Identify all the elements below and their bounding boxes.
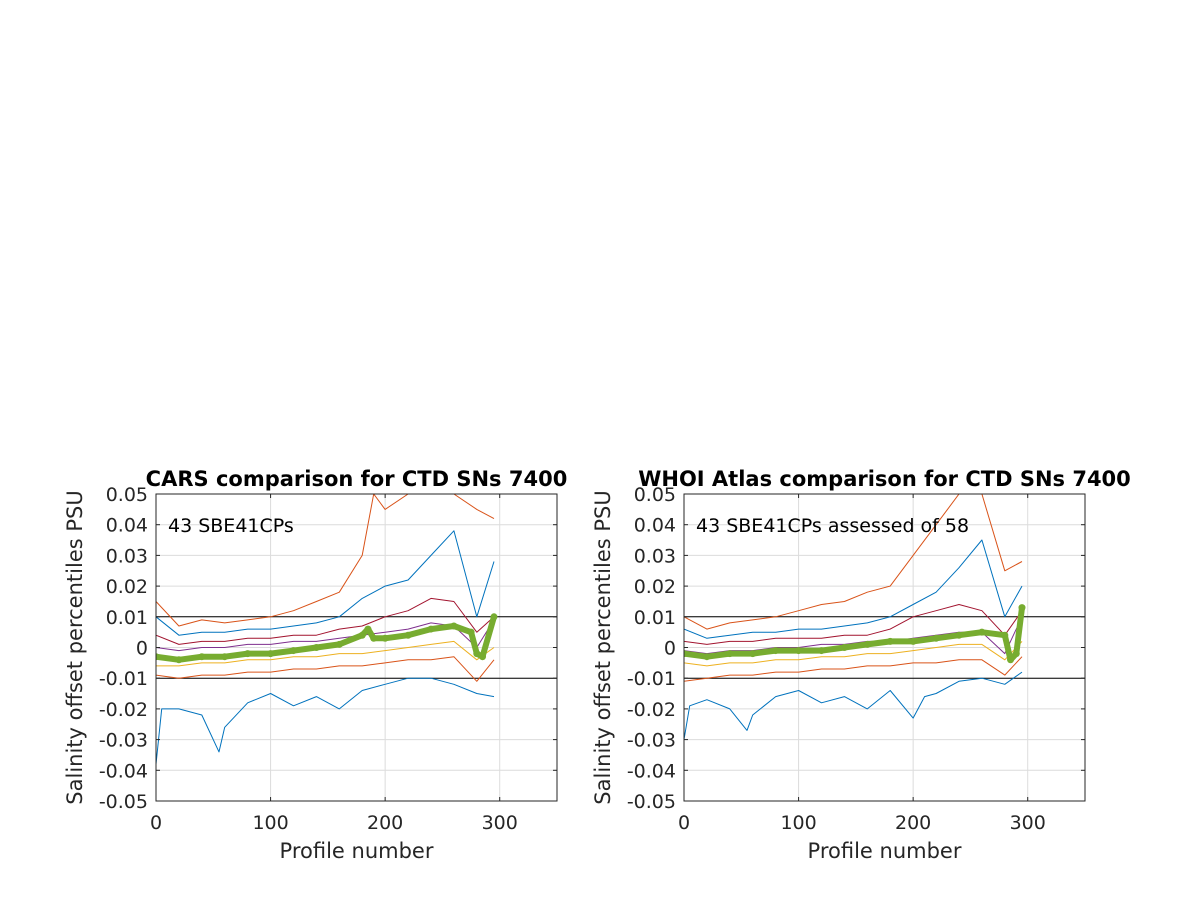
median-point <box>473 650 481 658</box>
series-group <box>684 494 1085 740</box>
series-line-p10 <box>684 656 1023 682</box>
median-point <box>955 631 963 639</box>
x-tick-label: 0 <box>678 812 690 834</box>
x-tick-label: 300 <box>482 812 518 834</box>
median-point <box>795 647 803 655</box>
median-point <box>156 653 160 661</box>
median-point <box>479 653 487 661</box>
median-point <box>817 647 825 655</box>
median-point <box>749 650 757 658</box>
median-point <box>289 647 297 655</box>
median-point <box>175 656 183 664</box>
median-point <box>427 625 435 633</box>
median-point <box>886 637 894 645</box>
median-point <box>358 631 366 639</box>
median-point <box>198 653 206 661</box>
series-line-p5 <box>156 677 495 765</box>
series-line-p10 <box>156 656 495 682</box>
y-tick-label: -0.02 <box>627 699 676 721</box>
series-line-p95 <box>156 494 495 627</box>
y-tick-label: 0.01 <box>634 607 676 629</box>
y-tick-label: -0.02 <box>99 699 148 721</box>
x-tick-label: 100 <box>252 812 288 834</box>
annotation-text: 43 SBE41CPs assessed of 58 <box>696 515 969 537</box>
median-point <box>909 637 917 645</box>
chart-title: WHOI Atlas comparison for CTD SNs 7400 <box>638 467 1131 491</box>
median-point <box>312 644 320 651</box>
series-group <box>156 494 557 765</box>
series-line-p5 <box>684 671 1023 740</box>
median-point <box>267 650 275 658</box>
series-line-p90 <box>684 539 1023 639</box>
x-tick-label: 100 <box>780 812 816 834</box>
series-line-p75 <box>156 597 495 645</box>
y-tick-label: 0.01 <box>106 607 148 629</box>
y-tick-label: -0.03 <box>627 730 676 752</box>
series-line-p25 <box>156 640 495 667</box>
x-tick-label: 200 <box>895 812 931 834</box>
median-point <box>450 622 458 630</box>
y-tick-label: -0.05 <box>99 791 148 813</box>
median-point <box>932 634 940 642</box>
y-tick-label: -0.03 <box>99 730 148 752</box>
median-point <box>684 650 688 658</box>
series-line-p50 <box>156 619 495 652</box>
median-point <box>1007 656 1015 664</box>
chart-title: CARS comparison for CTD SNs 7400 <box>146 467 568 491</box>
median-point <box>404 631 412 639</box>
median-point <box>364 625 372 633</box>
y-tick-label: -0.04 <box>627 760 676 782</box>
series-line-p75 <box>684 604 1023 645</box>
y-tick-label: 0.04 <box>106 515 148 537</box>
median-point <box>335 640 343 648</box>
y-tick-label: -0.05 <box>627 791 676 813</box>
x-tick-label: 200 <box>367 812 403 834</box>
y-tick-label: 0.03 <box>634 545 676 567</box>
y-tick-label: -0.04 <box>99 760 148 782</box>
x-tick-label: 300 <box>1010 812 1046 834</box>
median-point <box>840 644 848 651</box>
y-tick-label: 0.03 <box>106 545 148 567</box>
median-point <box>772 647 780 655</box>
median-point <box>703 653 711 661</box>
x-axis-label: Profile number <box>280 839 434 863</box>
median-point <box>1018 604 1026 612</box>
median-point <box>863 640 871 648</box>
y-tick-label: 0.05 <box>106 484 148 506</box>
y-tick-label: 0.04 <box>634 515 676 537</box>
x-axis-label: Profile number <box>808 839 962 863</box>
y-tick-label: 0.02 <box>106 576 148 598</box>
series-line-p25 <box>684 641 1023 667</box>
median-point <box>244 650 252 658</box>
y-tick-label: 0 <box>136 638 148 660</box>
y-tick-label: 0.05 <box>634 484 676 506</box>
series-line-median <box>684 607 1025 663</box>
chart-panel-0: 0 100 200 300 -0.05 -0.04 -0.03 -0.02 -0.01 0 0.01… <box>63 467 567 863</box>
y-tick-label: 0.02 <box>634 576 676 598</box>
median-point <box>370 634 378 642</box>
x-tick-label: 0 <box>150 812 162 834</box>
median-point <box>1012 650 1020 658</box>
y-tick-label: -0.01 <box>627 668 676 690</box>
median-point <box>1001 631 1009 639</box>
median-point <box>726 650 734 658</box>
median-point <box>221 653 229 661</box>
median-point <box>978 628 986 636</box>
annotation-text: 43 SBE41CPs <box>168 515 294 537</box>
median-point <box>381 634 389 642</box>
series-line-p95 <box>684 494 1023 630</box>
y-tick-label: -0.01 <box>99 668 148 690</box>
y-axis-label: Salinity offset percentiles PSU <box>591 490 615 804</box>
series-line-p90 <box>156 530 495 636</box>
y-tick-label: 0 <box>664 638 676 660</box>
median-point <box>467 628 475 636</box>
chart-panel-1: 0 100 200 300 -0.05 -0.04 -0.03 -0.02 -0.01 0 0.01… <box>591 467 1131 863</box>
median-point <box>490 613 498 621</box>
y-axis-label: Salinity offset percentiles PSU <box>63 490 87 804</box>
